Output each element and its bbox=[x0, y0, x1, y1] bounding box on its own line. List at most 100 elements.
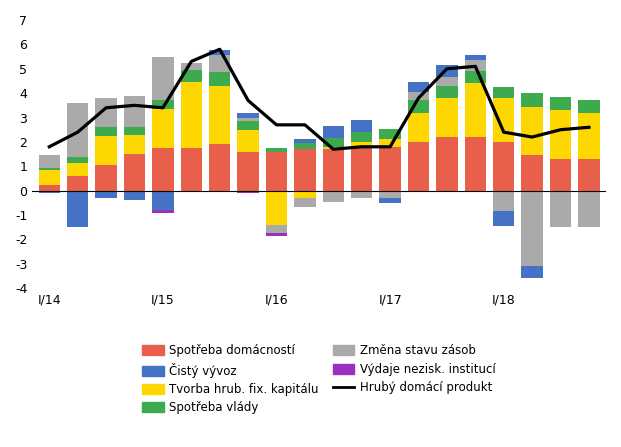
Bar bbox=[522, 155, 543, 191]
Bar bbox=[124, 127, 145, 135]
Bar bbox=[294, 198, 315, 207]
Bar bbox=[437, 65, 458, 77]
Bar bbox=[67, 156, 88, 163]
Bar bbox=[181, 63, 202, 70]
Bar bbox=[96, 136, 117, 165]
Bar bbox=[323, 149, 344, 191]
Bar bbox=[294, 139, 315, 143]
Bar bbox=[209, 144, 230, 191]
Bar bbox=[152, 210, 173, 213]
Bar bbox=[152, 191, 173, 210]
Bar bbox=[237, 130, 259, 152]
Bar bbox=[39, 155, 60, 168]
Bar bbox=[493, 191, 514, 211]
Bar bbox=[578, 159, 600, 191]
Bar bbox=[493, 98, 514, 142]
Bar bbox=[181, 148, 202, 191]
Bar bbox=[124, 135, 145, 154]
Bar bbox=[294, 149, 315, 191]
Bar bbox=[209, 51, 230, 55]
Bar bbox=[493, 87, 514, 98]
Bar bbox=[493, 142, 514, 191]
Bar bbox=[408, 113, 429, 142]
Bar bbox=[152, 57, 173, 101]
Bar bbox=[522, 266, 543, 278]
Bar bbox=[237, 113, 259, 118]
Bar bbox=[39, 185, 60, 191]
Bar bbox=[39, 168, 60, 170]
Bar bbox=[408, 82, 429, 92]
Bar bbox=[237, 118, 259, 121]
Bar bbox=[209, 55, 230, 72]
Bar bbox=[550, 159, 571, 191]
Bar bbox=[39, 191, 60, 193]
Bar bbox=[465, 60, 486, 71]
Bar bbox=[294, 191, 315, 198]
Bar bbox=[266, 225, 287, 233]
Bar bbox=[67, 176, 88, 191]
Legend: Spotřeba domácností, Čistý vývoz, Tvorba hrub. fix. kapitálu, Spotřeba vlády, Zm: Spotřeba domácností, Čistý vývoz, Tvorba… bbox=[137, 340, 501, 419]
Bar bbox=[351, 191, 373, 198]
Bar bbox=[323, 147, 344, 149]
Bar bbox=[323, 126, 344, 138]
Bar bbox=[152, 101, 173, 109]
Bar bbox=[465, 84, 486, 137]
Bar bbox=[266, 233, 287, 236]
Bar bbox=[465, 137, 486, 191]
Bar bbox=[266, 191, 287, 225]
Bar bbox=[124, 191, 145, 200]
Bar bbox=[266, 148, 287, 152]
Bar bbox=[437, 137, 458, 191]
Bar bbox=[67, 163, 88, 176]
Bar bbox=[379, 147, 401, 191]
Bar bbox=[152, 109, 173, 148]
Bar bbox=[465, 55, 486, 60]
Bar bbox=[550, 110, 571, 159]
Bar bbox=[578, 113, 600, 159]
Bar bbox=[323, 138, 344, 147]
Bar bbox=[96, 191, 117, 198]
Bar bbox=[408, 101, 429, 113]
Bar bbox=[67, 103, 88, 156]
Bar bbox=[522, 93, 543, 106]
Bar bbox=[181, 82, 202, 148]
Bar bbox=[96, 165, 117, 191]
Bar bbox=[237, 152, 259, 191]
Bar bbox=[522, 191, 543, 266]
Bar bbox=[209, 72, 230, 86]
Bar bbox=[39, 170, 60, 185]
Bar bbox=[96, 98, 117, 127]
Bar bbox=[124, 154, 145, 191]
Bar bbox=[181, 70, 202, 82]
Bar bbox=[152, 148, 173, 191]
Bar bbox=[437, 98, 458, 137]
Bar bbox=[351, 120, 373, 132]
Bar bbox=[237, 191, 259, 193]
Bar bbox=[379, 198, 401, 203]
Bar bbox=[351, 147, 373, 191]
Bar bbox=[437, 86, 458, 98]
Bar bbox=[578, 101, 600, 113]
Bar bbox=[408, 92, 429, 101]
Bar bbox=[408, 142, 429, 191]
Bar bbox=[96, 127, 117, 136]
Bar bbox=[550, 191, 571, 227]
Bar bbox=[379, 128, 401, 139]
Bar bbox=[437, 77, 458, 86]
Bar bbox=[351, 142, 373, 147]
Bar bbox=[266, 152, 287, 191]
Bar bbox=[493, 211, 514, 226]
Bar bbox=[465, 71, 486, 84]
Bar bbox=[550, 97, 571, 110]
Bar bbox=[351, 132, 373, 142]
Bar bbox=[379, 139, 401, 147]
Bar bbox=[124, 96, 145, 127]
Bar bbox=[67, 191, 88, 227]
Bar bbox=[294, 143, 315, 149]
Bar bbox=[578, 191, 600, 227]
Bar bbox=[237, 121, 259, 130]
Bar bbox=[379, 191, 401, 198]
Bar bbox=[323, 191, 344, 202]
Bar bbox=[522, 106, 543, 155]
Bar bbox=[209, 86, 230, 144]
